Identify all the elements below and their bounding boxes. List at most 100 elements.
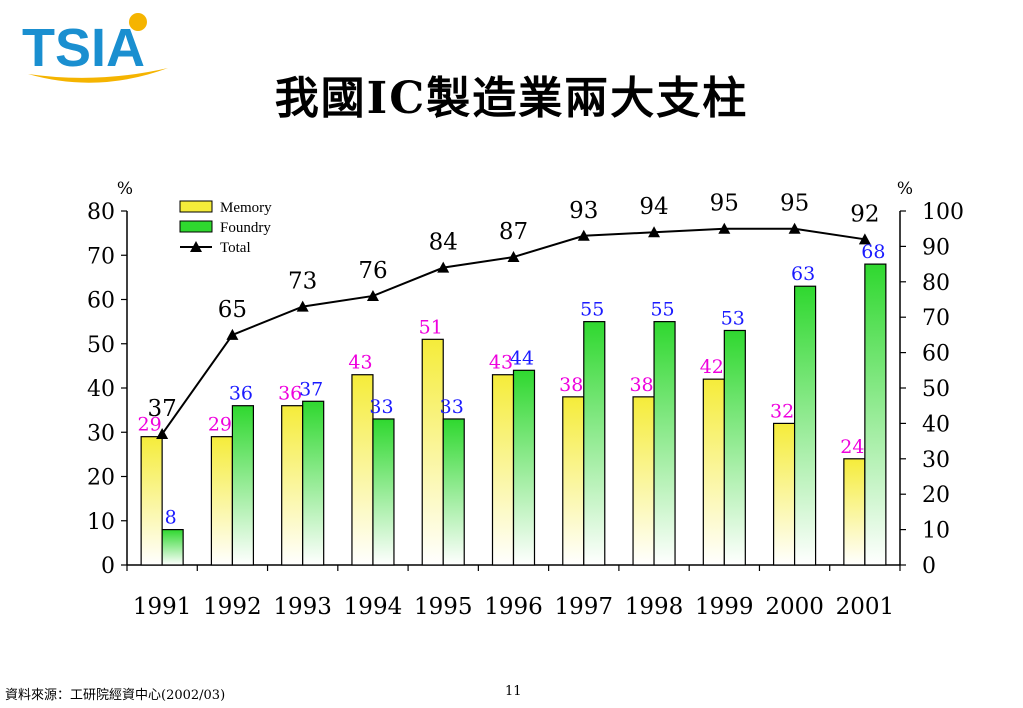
total-data-label: 92 [850,201,879,227]
total-data-label: 93 [569,198,598,224]
foundry-bar [653,321,676,566]
x-tick-label: 1996 [484,594,543,620]
foundry-bar [512,369,536,566]
logo-swoosh-icon [28,68,168,83]
memory-data-label: 24 [840,436,864,458]
right-tick-label: 100 [922,200,964,225]
logo-sun-icon [129,13,147,31]
chart: 0 10 20 30 40 50 60 70 80 0 10 20 30 40 50 60 70 80 90 100%… [87,179,964,620]
memory-bar [632,396,655,566]
total-data-label: 37 [147,396,176,422]
legend-memory-label: Memory [220,200,272,216]
memory-data-label: 29 [208,414,232,436]
left-unit-label: % [117,179,133,199]
left-tick-label: 80 [87,200,115,225]
right-tick-label: 0 [922,554,936,579]
total-data-label: 95 [710,191,739,217]
legend-foundry-label: Foundry [220,220,271,236]
memory-data-label: 36 [278,383,302,405]
foundry-data-label: 63 [791,263,815,285]
foundry-data-label: 37 [299,378,323,400]
total-data-label: 95 [780,191,809,217]
x-tick-label: 1992 [203,594,262,620]
right-tick-label: 80 [922,271,950,296]
x-tick-label: 1994 [344,594,403,620]
x-tick-label: 1995 [414,594,473,620]
logo-text: TSIA [22,18,145,78]
foundry-data-label: 53 [721,307,745,329]
memory-data-label: 38 [559,374,583,396]
right-tick-label: 30 [922,448,950,473]
memory-data-label: 43 [348,352,372,374]
memory-data-label: 42 [700,356,724,378]
memory-bar [562,396,585,566]
legend-total-label: Total [220,240,251,256]
x-tick-label: 1997 [554,594,613,620]
total-point-marker [366,289,379,301]
foundry-bar [864,263,887,566]
left-tick-label: 60 [87,289,115,314]
foundry-bar [442,418,465,566]
foundry-data-label: 33 [440,396,464,418]
memory-data-label: 51 [419,316,443,338]
memory-data-label: 43 [489,352,513,374]
x-tick-label: 1999 [695,594,754,620]
foundry-bar [231,405,255,566]
total-data-label: 73 [288,269,317,295]
foundry-bar [302,400,325,566]
memory-bar [421,338,444,566]
right-tick-label: 40 [922,412,950,437]
right-unit-label: % [897,179,913,199]
total-point-marker [226,328,239,340]
total-data-label: 76 [358,258,387,284]
total-point-marker [577,229,590,241]
total-data-label: 94 [639,194,668,220]
memory-bar [140,436,163,566]
memory-data-label: 29 [138,414,162,436]
foundry-data-label: 44 [510,347,534,369]
memory-bar [702,378,725,566]
foundry-data-label: 55 [580,299,604,321]
foundry-data-label: 55 [650,299,674,321]
x-tick-label: 1991 [133,594,192,620]
right-tick-label: 50 [922,377,950,402]
memory-bar [772,422,796,566]
total-point-marker [858,233,871,245]
memory-data-label: 38 [629,374,653,396]
page-title: 我國IC製造業兩大支柱 [274,73,749,124]
total-data-label: 87 [499,219,528,245]
memory-bar [281,405,304,566]
total-point-marker [648,226,661,238]
legend-memory-swatch [179,200,213,213]
total-point-marker [788,222,801,234]
x-tick-label: 1993 [273,594,332,620]
page-number: 11 [505,684,522,699]
memory-bar [843,458,866,566]
left-tick-label: 20 [87,466,115,491]
foundry-bar [723,329,746,566]
total-data-label: 84 [429,230,458,256]
total-point-marker [296,300,309,312]
x-tick-label: 2001 [836,594,895,620]
foundry-data-label: 68 [861,241,885,263]
left-tick-label: 70 [87,244,115,269]
foundry-data-label: 36 [229,383,253,405]
tsia-logo: TSIA [22,13,168,83]
legend-total-marker [190,241,202,252]
left-tick-label: 0 [101,554,115,579]
foundry-bar [161,528,184,566]
total-point-marker [718,222,731,234]
memory-bar [210,436,234,566]
foundry-bar [793,285,817,566]
memory-bar [491,374,515,566]
foundry-bar [372,418,395,566]
left-tick-label: 10 [87,510,115,535]
right-tick-label: 10 [922,519,950,544]
x-tick-label: 2000 [765,594,824,620]
x-tick-label: 1998 [625,594,684,620]
foundry-data-label: 8 [165,507,177,529]
total-point-marker [156,428,169,440]
total-point-marker [437,261,450,273]
foundry-bar [583,321,606,566]
right-tick-label: 70 [922,306,950,331]
